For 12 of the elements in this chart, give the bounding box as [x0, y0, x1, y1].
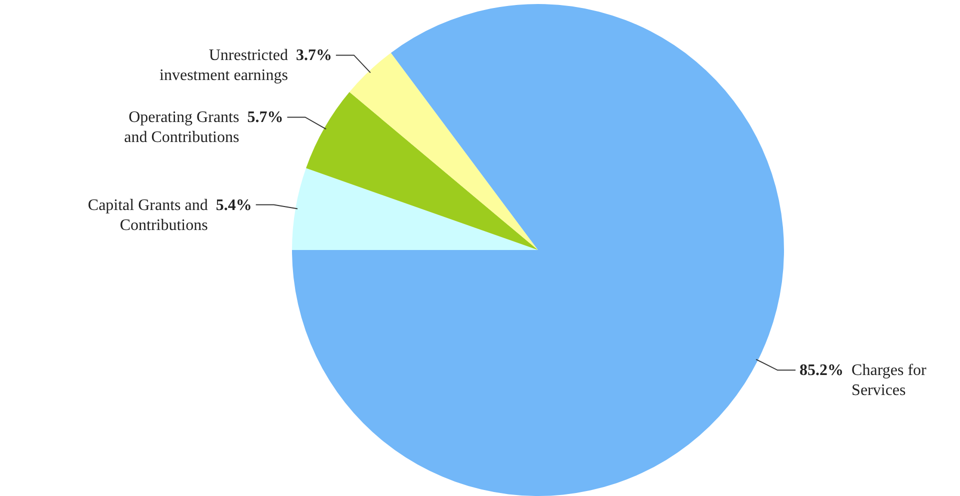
- pie-slice: [306, 92, 538, 250]
- data-label: 3.7%: [296, 47, 332, 64]
- pie-slice: [292, 4, 784, 496]
- slice-label: Capital Grants and Contributions: [88, 196, 208, 234]
- slice-label: Operating Grants and Contributions: [124, 109, 240, 146]
- data-label: 5.4%: [216, 196, 252, 214]
- slice-label: Charges for Services: [852, 362, 928, 400]
- pie-slice: [349, 52, 538, 250]
- data-label: 5.7%: [247, 109, 284, 126]
- slice-label: Unrestricted investment earnings: [160, 47, 288, 84]
- pie-slice: [292, 168, 538, 250]
- data-label: 85.2%: [800, 362, 844, 380]
